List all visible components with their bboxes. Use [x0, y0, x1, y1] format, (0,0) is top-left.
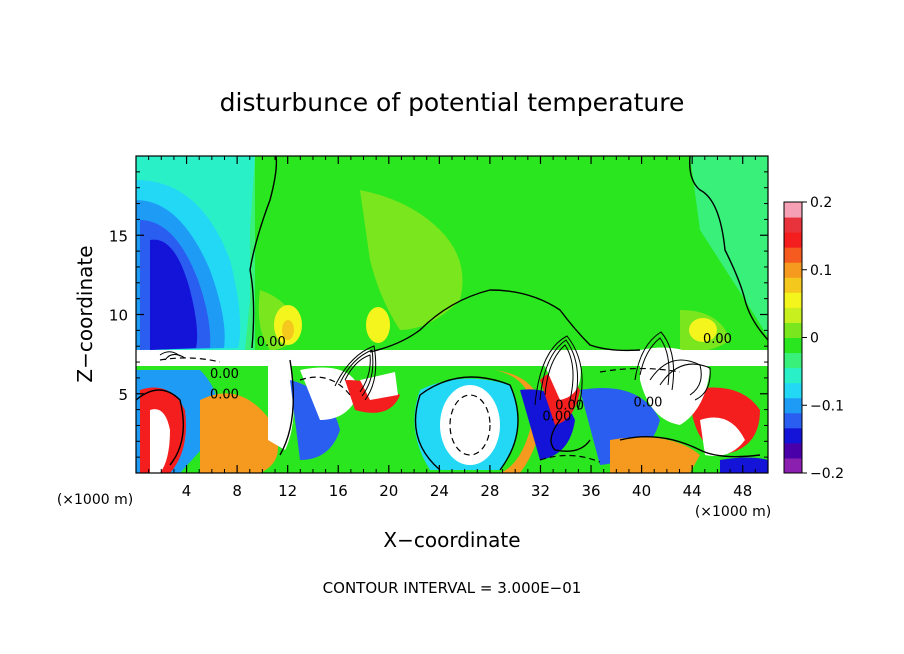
chart-title: disturbunce of potential temperature — [220, 88, 685, 117]
x-tick-label: 48 — [733, 482, 752, 500]
colorbar-swatch — [784, 367, 802, 384]
field-yellow-spot-3 — [689, 318, 717, 342]
x-tick-label: 24 — [430, 482, 449, 500]
colorbar-swatch — [784, 232, 802, 248]
field-orange-spot — [282, 320, 294, 340]
contour-plumes — [159, 331, 711, 411]
x-tick-label: 32 — [531, 482, 550, 500]
contour-lower-2 — [414, 376, 519, 471]
colorbar-swatch — [784, 307, 802, 323]
x-unit-right: (×1000 m) — [695, 504, 771, 520]
contour-dashed-3 — [539, 454, 601, 463]
field-lower-blue-5 — [720, 457, 768, 473]
colorbar-swatch — [784, 322, 802, 338]
colorbar-swatch — [784, 202, 802, 218]
contour-lower-1 — [136, 389, 185, 466]
x-tick-label: 40 — [632, 482, 651, 500]
contour-zero-left — [249, 156, 278, 349]
contour-label: 0.00 — [703, 332, 732, 347]
colorbar-swatch — [784, 382, 802, 399]
colorbar-swatch — [784, 292, 802, 308]
colorbar-swatch — [784, 262, 802, 278]
x-tick-label: 36 — [581, 482, 600, 500]
contour-dashed-1 — [299, 376, 351, 396]
x-tick-label: 44 — [683, 482, 702, 500]
field-white-band — [136, 350, 768, 366]
contour-lower-5 — [279, 359, 294, 456]
field-lower-white-3 — [300, 367, 360, 420]
field-lower-orange-2 — [200, 393, 278, 473]
colorbar-tick-label: −0.1 — [810, 398, 844, 414]
field-lower-white-eddy — [440, 385, 500, 465]
x-tick-label: 28 — [480, 482, 499, 500]
field-lower-white-7 — [700, 417, 745, 456]
x-tick-label: 4 — [182, 482, 192, 500]
contour-label: 0.00 — [555, 399, 584, 414]
x-tick-label: 20 — [379, 482, 398, 500]
heatmap-field — [136, 156, 768, 473]
colorbar-swatch — [784, 277, 802, 293]
colorbar: 0.2 0.1 0 −0.1 −0.2 — [783, 195, 844, 482]
contour-label: 0.00 — [257, 335, 286, 350]
contour-label: 0.00 — [210, 367, 239, 382]
colorbar-tick-label: 0.2 — [810, 195, 832, 211]
contour-zero-right — [689, 156, 768, 341]
colorbar-tick-label: −0.2 — [810, 466, 844, 482]
contour-zero-dome — [369, 289, 641, 353]
x-tick-label: 16 — [329, 482, 348, 500]
contour-interval: CONTOUR INTERVAL = 3.000E−01 — [323, 579, 582, 597]
field-lower-white-6 — [640, 347, 710, 425]
contour-label: 0.00 — [542, 410, 571, 425]
colorbar-swatch — [784, 442, 802, 459]
colorbar-swatch — [784, 457, 802, 474]
contour-lower-4 — [619, 436, 761, 458]
contour-label: 0.00 — [210, 388, 239, 403]
y-axis-label: Z−coordinate — [73, 245, 97, 382]
contour-labels: 0.000.000.000.000.000.000.00 — [210, 332, 732, 425]
field-yellowgreen-patch — [360, 190, 463, 330]
x-tick-label: 12 — [278, 482, 297, 500]
x-unit-left: (×1000 m) — [57, 492, 133, 508]
x-tick-label: 8 — [232, 482, 242, 500]
field-lower-blue-2 — [290, 380, 340, 460]
colorbar-swatch — [784, 337, 802, 354]
x-axis-label: X−coordinate — [383, 528, 520, 552]
colorbar-swatch — [784, 217, 802, 233]
contour-label: 0.00 — [633, 395, 662, 410]
y-tick-label: 5 — [118, 386, 128, 404]
field-lower-white-5 — [540, 351, 581, 400]
colorbar-tick-label: 0 — [810, 331, 819, 347]
contour-lower-3 — [550, 419, 591, 452]
field-yellow-spot-2 — [366, 307, 390, 343]
field-lower-red-5 — [610, 437, 700, 473]
colorbar-swatch — [784, 397, 802, 414]
contour-dashed-eddy — [449, 394, 491, 456]
colorbar-swatch — [784, 412, 802, 429]
x-axis: 4 8 12 16 20 24 28 32 36 40 44 48 — [148, 156, 756, 500]
field-lower-white-1 — [150, 409, 170, 473]
colorbar-swatch — [784, 352, 802, 369]
field-left-deepblue — [150, 239, 198, 350]
colorbar-swatch — [784, 427, 802, 444]
field-lower-white-2 — [268, 358, 294, 450]
y-tick-label: 15 — [109, 227, 128, 245]
y-axis: 5 10 15 — [109, 171, 768, 458]
contour-lines — [136, 156, 768, 471]
colorbar-swatch — [784, 247, 802, 263]
y-tick-label: 10 — [109, 307, 128, 325]
colorbar-tick-label: 0.1 — [810, 263, 832, 279]
